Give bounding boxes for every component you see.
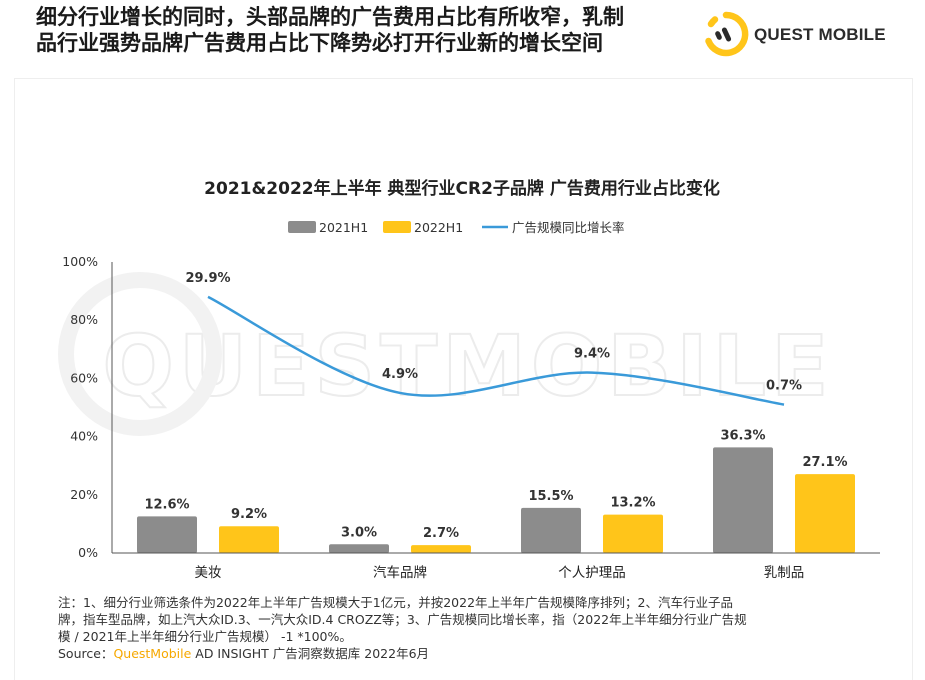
source-rest: AD INSIGHT 广告洞察数据库 2022年6月 [191, 646, 430, 661]
bar-2021H1-美妆 [137, 516, 197, 553]
y-tick-60: 60% [70, 370, 98, 385]
bar-2022H1-美妆 [219, 526, 279, 553]
headline-line-1: 细分行业增长的同时，头部品牌的广告费用占比有所收窄，乳制 [36, 5, 624, 29]
bar-label-2022H1-汽车品牌: 2.7% [423, 526, 459, 541]
bar-2022H1-乳制品 [795, 474, 855, 553]
bar-label-2021H1-汽车品牌: 3.0% [341, 525, 377, 540]
growth-label-美妆: 29.9% [185, 271, 230, 286]
watermark-logo-icon [58, 272, 222, 436]
questmobile-logo: QUEST MOBILE [702, 10, 902, 58]
growth-label-汽车品牌: 4.9% [382, 367, 418, 382]
y-axis: 0% 20% 40% 60% 80% 100% [62, 254, 113, 560]
note-line-1: 注：1、细分行业筛选条件为2022年上半年广告规模大于1亿元，并按2022年上半… [58, 595, 733, 610]
y-tick-20: 20% [70, 487, 98, 502]
bars: 12.6% 3.0% 15.5% 36.3% 9.2% 2.7% 13.2% 27.1% [137, 428, 855, 553]
legend-label-2022H1: 2022H1 [414, 220, 463, 235]
growth-label-个人护理品: 9.4% [574, 347, 610, 362]
logo-text: QUEST MOBILE [754, 25, 886, 44]
y-tick-0: 0% [78, 545, 98, 560]
x-tick-美妆: 美妆 [195, 565, 222, 581]
bar-label-2022H1-美妆: 9.2% [231, 507, 267, 522]
note-line-3: 模 / 2021年上半年细分行业广告规模） -1 *100%。 [58, 629, 352, 644]
growth-label-乳制品: 0.7% [766, 379, 802, 394]
bar-2022H1-个人护理品 [603, 514, 663, 553]
bar-label-2021H1-乳制品: 36.3% [720, 428, 765, 443]
bar-label-2021H1-美妆: 12.6% [144, 497, 189, 512]
chart-panel [14, 78, 913, 680]
y-tick-40: 40% [70, 429, 98, 444]
bar-2021H1-汽车品牌 [329, 544, 389, 553]
bar-label-2022H1-乳制品: 27.1% [802, 455, 847, 470]
legend-label-growth: 广告规模同比增长率 [512, 220, 625, 235]
bar-2022H1-汽车品牌 [411, 545, 471, 553]
footnotes: 注：1、细分行业筛选条件为2022年上半年广告规模大于1亿元，并按2022年上半… [58, 594, 880, 662]
bar-2021H1-乳制品 [713, 447, 773, 553]
x-tick-个人护理品: 个人护理品 [558, 565, 626, 581]
legend-label-2021H1: 2021H1 [319, 220, 368, 235]
x-tick-汽车品牌: 汽车品牌 [373, 564, 427, 581]
bar-2021H1-个人护理品 [521, 507, 581, 553]
chart-legend: 2021H1 2022H1 广告规模同比增长率 [288, 220, 625, 235]
page-headline: 细分行业增长的同时，头部品牌的广告费用占比有所收窄，乳制 品行业强势品牌广告费用… [36, 4, 686, 56]
chart-title: 2021&2022年上半年 典型行业CR2子品牌 广告费用行业占比变化 [204, 178, 720, 199]
growth-rate-line [207, 295, 785, 406]
x-tick-乳制品: 乳制品 [764, 565, 805, 581]
bar-label-2022H1-个人护理品: 13.2% [610, 496, 655, 511]
source-prefix: Source： [58, 646, 114, 661]
questmobile-logo-icon [705, 11, 749, 57]
x-axis: 美妆 汽车品牌 个人护理品 乳制品 [112, 552, 880, 581]
legend-swatch-2022H1 [383, 221, 411, 233]
headline-line-2: 品行业强势品牌广告费用占比下降势必打开行业新的增长空间 [36, 31, 603, 55]
y-tick-80: 80% [70, 312, 98, 327]
source-brand-link[interactable]: QuestMobile [113, 646, 192, 661]
growth-line-layer: 29.9% 4.9% 9.4% 0.7% [185, 271, 802, 406]
watermark-text: QUESTMOBILE [103, 317, 834, 415]
y-tick-100: 100% [62, 254, 98, 269]
note-line-2: 牌，指车型品牌，如上汽大众ID.3、一汽大众ID.4 CROZZ等；3、广告规模… [58, 612, 747, 627]
bar-label-2021H1-个人护理品: 15.5% [528, 489, 573, 504]
legend-swatch-2021H1 [288, 221, 316, 233]
source-line: Source：QuestMobile AD INSIGHT 广告洞察数据库 20… [58, 645, 880, 662]
